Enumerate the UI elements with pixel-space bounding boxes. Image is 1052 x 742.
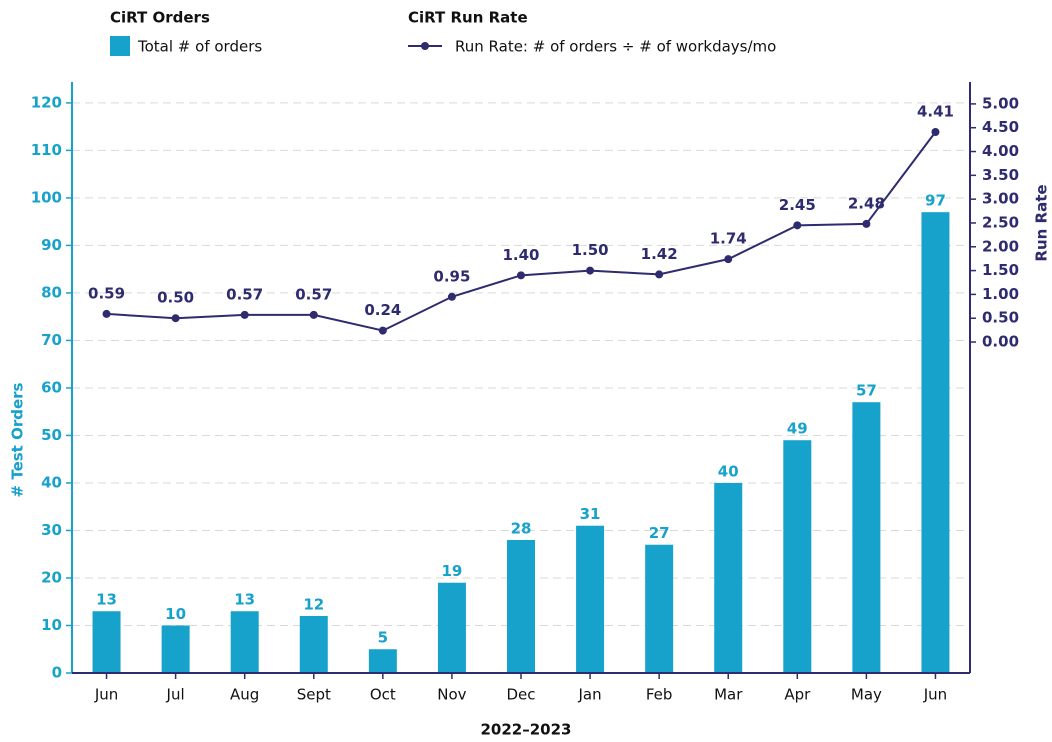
y-tick-label: 70: [41, 331, 62, 349]
line-value-label: 2.45: [779, 196, 816, 214]
run-rate-point: [655, 270, 664, 279]
run-rate-point: [447, 292, 456, 301]
line-value-label: 1.50: [572, 241, 609, 259]
y2-tick-label: 1.50: [982, 261, 1019, 279]
bar-value-label: 13: [234, 591, 255, 609]
x-tick-label: Feb: [646, 686, 673, 704]
legend-dot: [421, 42, 429, 50]
y2-tick-label: 3.00: [982, 190, 1019, 208]
line-value-label: 0.57: [295, 285, 332, 303]
y-tick-label: 80: [41, 283, 62, 301]
y-tick-label: 90: [41, 236, 62, 254]
y2-tick-label: 3.50: [982, 166, 1019, 184]
x-tick-label: Aug: [230, 686, 259, 704]
y-tick-label: 50: [41, 426, 62, 444]
y-tick-label: 110: [31, 141, 62, 159]
x-tick-label: Dec: [506, 686, 535, 704]
run-rate-point: [102, 309, 111, 318]
run-rate-point: [793, 221, 802, 230]
y2-tick-label: 4.00: [982, 142, 1019, 160]
line-value-label: 0.59: [88, 284, 125, 302]
bar-value-label: 19: [441, 562, 462, 580]
run-rate-point: [517, 271, 525, 280]
x-tick-label: Jun: [923, 686, 947, 704]
line-value-label: 0.24: [364, 301, 401, 319]
run-rate-point: [724, 255, 733, 264]
y-tick-label: 30: [41, 521, 62, 539]
y2-tick-label: 1.00: [982, 285, 1019, 303]
bar: [368, 649, 397, 673]
bar: [852, 402, 881, 673]
bar: [507, 539, 535, 673]
x-tick-label: Nov: [437, 686, 466, 704]
y2-tick-label: 5.00: [982, 94, 1019, 112]
run-rate-point: [171, 314, 180, 323]
bar: [576, 525, 605, 673]
bar: [230, 611, 259, 673]
bar-value-label: 27: [649, 524, 670, 542]
run-rate-point: [309, 310, 318, 319]
legend-group-title: CiRT Run Rate: [408, 9, 528, 27]
x-tick-label: Sept: [297, 686, 331, 704]
line-value-label: 0.57: [226, 285, 263, 303]
y-tick-label: 20: [41, 568, 62, 586]
bar-value-label: 97: [925, 192, 946, 210]
y-tick-label: 60: [41, 378, 62, 396]
bar-value-label: 57: [856, 382, 877, 400]
x-tick-label: May: [851, 686, 882, 704]
bar-value-label: 12: [303, 595, 324, 613]
y-tick-label: 120: [31, 93, 62, 111]
y2-tick-label: 2.00: [982, 237, 1019, 255]
bar: [645, 544, 674, 673]
legend-label: Run Rate: # of orders ÷ # of workdays/mo: [455, 38, 776, 56]
y2-tick-label: 4.50: [982, 118, 1019, 136]
bar-value-label: 10: [165, 605, 186, 623]
line-value-label: 4.41: [917, 103, 954, 121]
y-tick-label: 0: [52, 664, 62, 682]
x-tick-label: Jan: [578, 686, 602, 704]
bar: [783, 440, 812, 673]
x-axis-label: 2022–2023: [481, 721, 572, 739]
y-tick-label: 10: [41, 616, 62, 634]
x-tick-label: Jul: [166, 686, 185, 704]
y2-tick-label: 0.00: [982, 333, 1019, 351]
line-value-label: 1.74: [710, 230, 747, 248]
legend-swatch: [110, 36, 130, 56]
run-rate-point: [378, 326, 387, 335]
x-tick-label: Oct: [370, 686, 396, 704]
bar: [161, 625, 190, 673]
y2-tick-label: 0.50: [982, 309, 1019, 327]
line-value-label: 0.50: [157, 289, 194, 307]
bar: [299, 615, 328, 673]
y2-tick-label: 2.50: [982, 213, 1019, 231]
bar-value-label: 13: [96, 591, 117, 609]
bar: [714, 482, 743, 673]
bar-value-label: 31: [580, 505, 601, 523]
bar-value-label: 28: [511, 519, 532, 537]
run-rate-point: [586, 266, 595, 275]
line-value-label: 1.42: [641, 245, 678, 263]
x-tick-label: Apr: [784, 686, 811, 704]
run-rate-point: [931, 128, 940, 137]
y-axis-label: # Test Orders: [9, 382, 27, 497]
line-value-label: 1.40: [502, 246, 539, 264]
bar: [921, 212, 950, 673]
bar-value-label: 49: [787, 420, 808, 438]
y2-axis-label: Run Rate: [1033, 184, 1051, 261]
line-value-label: 2.48: [848, 194, 885, 212]
legend-group-title: CiRT Orders: [110, 9, 210, 27]
run-rate-point: [240, 310, 249, 319]
x-tick-label: Jun: [94, 686, 118, 704]
bar: [437, 582, 466, 673]
legend-label: Total # of orders: [137, 38, 262, 56]
x-tick-label: Mar: [714, 686, 743, 704]
y-tick-label: 40: [41, 473, 62, 491]
bar-value-label: 5: [378, 629, 388, 647]
line-value-label: 0.95: [433, 267, 470, 285]
run-rate-point: [862, 219, 871, 228]
bar: [92, 611, 121, 673]
bar-value-label: 40: [718, 462, 739, 480]
y-tick-label: 100: [31, 188, 62, 206]
